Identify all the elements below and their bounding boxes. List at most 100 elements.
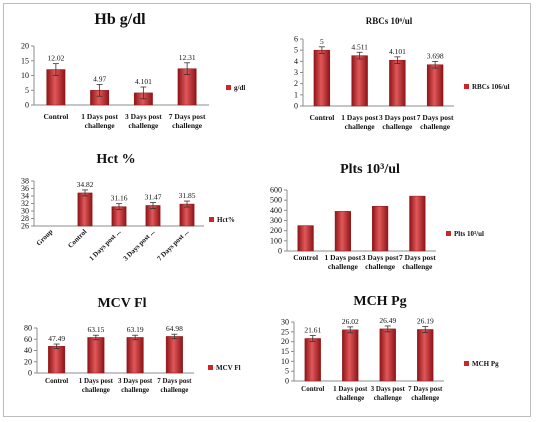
x-tick-label: Control	[293, 253, 318, 262]
bar	[372, 206, 389, 252]
chart-title: RBCs 10⁶/ul	[366, 16, 413, 26]
y-tick-label: 30	[281, 318, 289, 327]
x-tick-label: 7 Days post challenge	[399, 253, 436, 271]
bar	[334, 211, 351, 252]
y-tick-label: 0	[294, 102, 298, 111]
x-tick-label: 3 Days post ...	[122, 228, 157, 263]
y-tick-label: 80	[24, 324, 32, 333]
legend-label: g/dl	[234, 84, 245, 92]
y-tick-label: 0	[28, 369, 32, 378]
data-label: 4.101	[135, 77, 152, 86]
chart-panel-2: RBCs 10⁶/ul 0 1 2 3 4 5 6 5 Control 4.511 1 Days po…	[294, 16, 510, 131]
y-tick-label: 32	[21, 199, 29, 208]
chart-title: Hb g/dl	[94, 11, 146, 28]
chart-panel-5: MCV Fl 0 20 40 60 80 47.49 Control 63.15 1 Days p…	[24, 296, 241, 394]
bar	[126, 337, 144, 374]
y-tick-label: 4	[294, 57, 298, 66]
legend-label: MCH Pg	[472, 360, 499, 368]
data-label: 31.47	[145, 192, 162, 201]
y-tick-label: 5	[285, 367, 289, 376]
data-label: 31.16	[111, 194, 128, 203]
y-tick-label: 15	[21, 56, 29, 65]
y-tick-label: 300	[270, 216, 282, 225]
y-tick-label: 200	[270, 226, 282, 235]
y-tick-label: 500	[270, 196, 282, 205]
x-tick-label: 3 Days post challenge	[371, 385, 406, 402]
y-tick-label: 34	[21, 192, 29, 201]
bar	[342, 329, 359, 382]
y-tick-label: 40	[24, 346, 32, 355]
y-tick-label: 0	[25, 101, 29, 110]
data-label: 4.511	[351, 42, 368, 51]
y-tick-label: 1	[294, 90, 298, 99]
x-tick-label: 7 Days post ...	[156, 228, 191, 263]
y-tick-label: 60	[24, 335, 32, 344]
data-label: 12.31	[179, 53, 196, 62]
legend-label: RBCs 106/ul	[472, 83, 510, 91]
chart-title: Plts 10³/ul	[340, 162, 400, 177]
x-tick-label: 7 Days post challenge	[157, 377, 192, 394]
data-label: 31.85	[179, 191, 196, 200]
bar	[87, 337, 105, 374]
data-label: 63.15	[87, 325, 104, 334]
x-tick-label: 1 Days post challenge	[333, 385, 368, 402]
x-tick-label: 3 Days post challenge	[379, 113, 416, 131]
x-tick-label: 7 Days post challenge	[417, 113, 454, 131]
y-tick-label: 0	[285, 377, 289, 386]
chart-title: MCH Pg	[353, 294, 406, 309]
bar	[77, 192, 93, 227]
data-label: 3.698	[427, 51, 444, 60]
x-tick-label: 1 Days post challenge	[81, 112, 118, 130]
y-tick-label: 20	[24, 357, 32, 366]
x-tick-label: Control	[309, 113, 334, 122]
x-tick-label: Control	[66, 228, 88, 250]
x-tick-label: Control	[301, 385, 324, 393]
data-label: 34.82	[77, 180, 94, 189]
bar	[389, 59, 406, 107]
data-label: 5	[320, 37, 324, 46]
y-tick-label: 15	[281, 347, 289, 356]
bar	[351, 55, 368, 107]
x-tick-label: 3 Days post challenge	[125, 112, 162, 130]
x-tick-label: Control	[43, 112, 68, 121]
bar	[304, 338, 321, 382]
legend-swatch	[208, 365, 213, 370]
y-tick-label: 25	[281, 327, 289, 336]
data-label: 4.97	[93, 74, 106, 83]
data-label: 21.61	[304, 326, 321, 335]
data-label: 26.02	[342, 317, 359, 326]
y-tick-label: 3	[294, 68, 298, 77]
y-tick-label: 100	[270, 236, 282, 245]
data-label: 12.02	[47, 54, 64, 63]
y-tick-label: 2	[294, 79, 298, 88]
y-tick-label: 600	[270, 186, 282, 195]
x-tick-label: 1 Days post challenge	[79, 377, 114, 394]
data-label: 26.49	[379, 316, 396, 325]
y-tick-label: 0	[278, 247, 282, 256]
data-label: 47.49	[48, 334, 65, 343]
y-tick-label: 20	[21, 42, 29, 51]
bar	[313, 49, 331, 107]
x-tick-label: 3 Days post challenge	[118, 377, 153, 394]
legend-swatch	[226, 85, 231, 90]
bar	[165, 336, 183, 374]
y-tick-label: 5	[294, 46, 298, 55]
legend-swatch	[464, 361, 469, 366]
y-tick-label: 6	[294, 35, 298, 44]
y-tick-label: 5	[25, 86, 29, 95]
x-tick-label: 7 Days post challenge	[408, 385, 443, 402]
bar	[297, 225, 314, 252]
legend-swatch	[464, 84, 469, 89]
data-label: 26.19	[417, 317, 434, 326]
y-tick-label: 36	[21, 184, 29, 193]
legend-label: Hct%	[217, 216, 235, 224]
data-label: 63.19	[127, 325, 144, 334]
bar	[48, 346, 66, 374]
chart-title: Hct %	[96, 152, 135, 167]
legend-swatch	[209, 217, 214, 222]
bar	[426, 64, 444, 107]
x-tick-label: Group	[35, 228, 55, 248]
x-tick-label: 3 Days post challenge	[362, 253, 399, 271]
